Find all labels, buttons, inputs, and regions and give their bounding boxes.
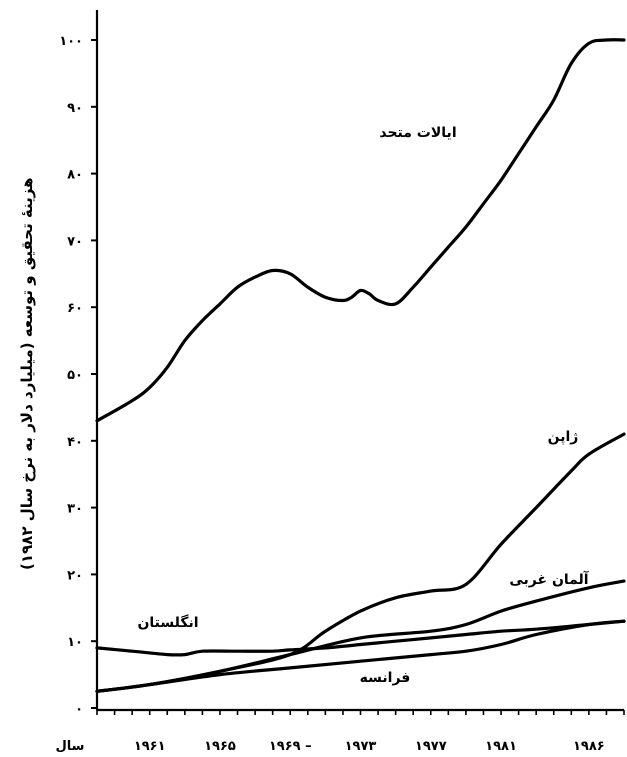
series-lines: [95, 38, 626, 693]
y-tick-label: ۴۰: [67, 435, 83, 450]
series-label-japan: ژاپن: [548, 429, 579, 445]
y-tick-label: ۳۰: [67, 502, 83, 517]
series-label-united-states: ایالات متحد: [379, 125, 456, 141]
x-tick-label: ۱۹۶۱: [134, 739, 166, 754]
y-tick-label: ۶۰: [67, 301, 83, 316]
series-line-japan: [95, 432, 626, 693]
y-tick-label: ۸۰: [67, 168, 83, 183]
series-line-west-germany: [95, 579, 626, 693]
series-label-england: انگلستان: [137, 614, 198, 631]
y-tick-label: ۲۰: [67, 568, 83, 583]
series-label-west-germany: آلمان غربی: [509, 570, 589, 588]
x-tick-label: ۱۹۸۱: [485, 739, 517, 754]
axes: [91, 10, 625, 715]
x-tick-label: ۱۹۷۳: [345, 739, 377, 754]
y-tick-label: ۱۰۰: [59, 34, 83, 49]
x-tick-label: ۱۹۶۵: [204, 739, 236, 754]
x-tick-label: ۱۹۸۶: [573, 739, 605, 754]
series-line-france: [95, 619, 626, 693]
series-line-england: [95, 619, 626, 657]
y-tick-label: ۰: [75, 702, 83, 717]
x-tick-label: ۱۹۷۷: [415, 739, 447, 754]
tick-labels: ۰ ۱۰ ۲۰ ۳۰ ۴۰ ۵۰ ۶۰ ۷۰ ۸۰ ۹۰ ۱۰۰ ۱۹۶۱ ۱۹۶۵ ۱۹۶۹ – ۱۹۷۳…: [56, 34, 605, 754]
y-tick-label: ۹۰: [67, 101, 83, 116]
series-line-united-states: [95, 38, 626, 423]
x-axis-label: سال: [56, 739, 85, 754]
x-tick-label: ۱۹۶۹ –: [269, 739, 312, 754]
series-labels: ایالات متحد ژاپن آلمان غربی انگلستان فرانسه: [137, 125, 589, 686]
y-tick-label: ۷۰: [67, 234, 83, 249]
y-tick-label: ۵۰: [67, 368, 83, 383]
series-label-france: فرانسه: [360, 670, 411, 686]
y-tick-label: ۱۰: [67, 635, 83, 650]
